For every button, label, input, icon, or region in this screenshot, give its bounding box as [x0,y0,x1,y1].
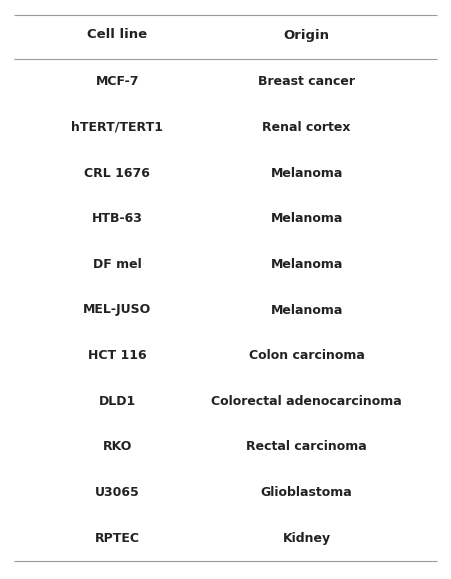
Text: RPTEC: RPTEC [95,532,140,545]
Text: hTERT/TERT1: hTERT/TERT1 [71,121,163,134]
Text: HCT 116: HCT 116 [88,349,147,362]
Text: DLD1: DLD1 [99,395,136,408]
Text: DF mel: DF mel [93,258,142,271]
Text: MCF-7: MCF-7 [96,75,139,89]
Text: Melanoma: Melanoma [271,258,343,271]
Text: Melanoma: Melanoma [271,303,343,317]
Text: HTB-63: HTB-63 [92,212,143,225]
Text: RKO: RKO [102,441,132,453]
Text: Colon carcinoma: Colon carcinoma [249,349,364,362]
Text: MEL-JUSO: MEL-JUSO [83,303,152,317]
Text: Breast cancer: Breast cancer [258,75,355,89]
Text: Melanoma: Melanoma [271,212,343,225]
Text: Origin: Origin [284,28,330,42]
Text: Cell line: Cell line [87,28,147,42]
Text: Melanoma: Melanoma [271,167,343,179]
Text: U3065: U3065 [95,486,140,499]
Text: CRL 1676: CRL 1676 [84,167,150,179]
Text: Rectal carcinoma: Rectal carcinoma [246,441,367,453]
Text: Kidney: Kidney [283,532,331,545]
Text: Colorectal adenocarcinoma: Colorectal adenocarcinoma [212,395,402,408]
Text: Glioblastoma: Glioblastoma [261,486,353,499]
Text: Renal cortex: Renal cortex [262,121,351,134]
